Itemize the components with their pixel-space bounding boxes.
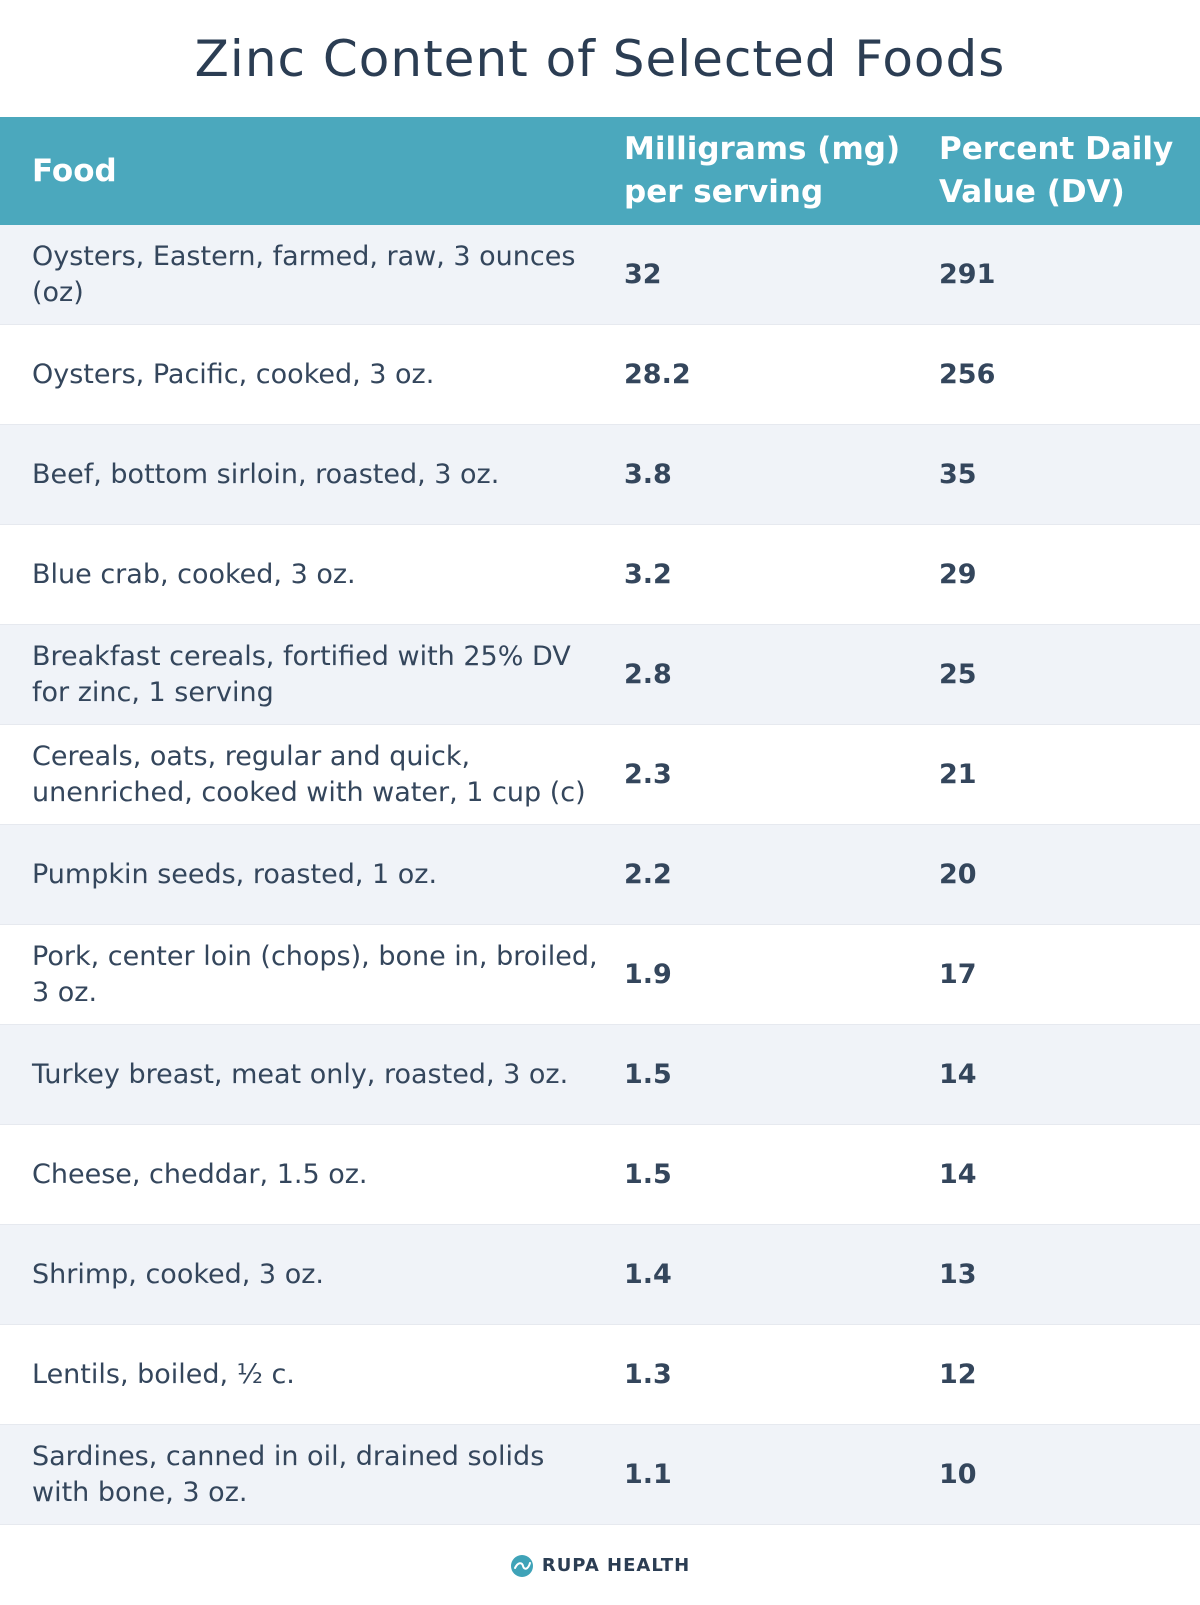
header-food: Food — [32, 152, 117, 189]
cell-dv: 17 — [939, 958, 977, 990]
cell-mg: 1.4 — [624, 1258, 672, 1290]
cell-mg: 1.1 — [624, 1458, 672, 1490]
cell-dv: 256 — [939, 358, 996, 390]
cell-food: Shrimp, cooked, 3 oz. — [32, 1258, 324, 1290]
header-mg: Milligrams (mg) per serving — [624, 131, 901, 210]
footer: RUPA HEALTH — [0, 1525, 1200, 1605]
cell-dv: 35 — [939, 458, 977, 490]
cell-food: Sardines, canned in oil, drained solids … — [32, 1440, 545, 1508]
table-row: Cereals, oats, regular and quick, unenri… — [0, 725, 1200, 825]
brand-name: RUPA HEALTH — [541, 1555, 691, 1576]
cell-mg: 3.2 — [624, 558, 672, 590]
table-row: Blue crab, cooked, 3 oz. 3.2 29 — [0, 525, 1200, 625]
cell-mg: 28.2 — [624, 358, 691, 390]
cell-mg: 3.8 — [624, 458, 672, 490]
table-row: Beef, bottom sirloin, roasted, 3 oz. 3.8 3… — [0, 425, 1200, 525]
cell-mg: 1.9 — [624, 958, 672, 990]
cell-dv: 25 — [939, 658, 977, 690]
table-row: Cheese, cheddar, 1.5 oz. 1.5 14 — [0, 1125, 1200, 1225]
cell-food: Cheese, cheddar, 1.5 oz. — [32, 1158, 368, 1190]
cell-dv: 10 — [939, 1458, 977, 1490]
cell-food: Oysters, Eastern, farmed, raw, 3 ounces … — [32, 240, 576, 308]
cell-dv: 29 — [939, 558, 977, 590]
cell-dv: 12 — [939, 1358, 977, 1390]
table-row: Turkey breast, meat only, roasted, 3 oz.… — [0, 1025, 1200, 1125]
cell-mg: 1.5 — [624, 1158, 672, 1190]
cell-dv: 14 — [939, 1058, 977, 1090]
header-dv: Percent Daily Value (DV) — [939, 131, 1174, 210]
table-row: Pork, center loin (chops), bone in, broi… — [0, 925, 1200, 1025]
cell-food: Lentils, boiled, ½ c. — [32, 1358, 295, 1390]
table-row: Sardines, canned in oil, drained solids … — [0, 1425, 1200, 1525]
cell-mg: 32 — [624, 258, 662, 290]
table-row: Lentils, boiled, ½ c. 1.3 12 — [0, 1325, 1200, 1425]
cell-dv: 14 — [939, 1158, 977, 1190]
table-row: Oysters, Pacific, cooked, 3 oz. 28.2 256 — [0, 325, 1200, 425]
cell-dv: 20 — [939, 858, 977, 890]
table-row: Pumpkin seeds, roasted, 1 oz. 2.2 20 — [0, 825, 1200, 925]
table-row: Breakfast cereals, fortified with 25% DV… — [0, 625, 1200, 725]
cell-food: Pork, center loin (chops), bone in, broi… — [32, 940, 598, 1008]
cell-food: Breakfast cereals, fortified with 25% DV… — [32, 640, 571, 708]
cell-dv: 21 — [939, 758, 977, 790]
cell-food: Blue crab, cooked, 3 oz. — [32, 558, 356, 590]
cell-food: Cereals, oats, regular and quick, unenri… — [32, 740, 586, 808]
table-header: Food Milligrams (mg) per serving Percent… — [0, 117, 1200, 225]
table-body: Oysters, Eastern, farmed, raw, 3 ounces … — [0, 225, 1200, 1525]
cell-food: Pumpkin seeds, roasted, 1 oz. — [32, 858, 438, 890]
cell-mg: 2.2 — [624, 858, 672, 890]
table-row: Shrimp, cooked, 3 oz. 1.4 13 — [0, 1225, 1200, 1325]
zinc-table: Food Milligrams (mg) per serving Percent… — [0, 117, 1200, 1525]
cell-mg: 2.8 — [624, 658, 672, 690]
cell-mg: 1.5 — [624, 1058, 672, 1090]
page-title: Zinc Content of Selected Foods — [194, 29, 1006, 88]
cell-mg: 1.3 — [624, 1358, 672, 1390]
cell-food: Beef, bottom sirloin, roasted, 3 oz. — [32, 458, 500, 490]
rupa-logo-icon — [510, 1554, 534, 1578]
cell-dv: 13 — [939, 1258, 977, 1290]
cell-food: Turkey breast, meat only, roasted, 3 oz. — [32, 1058, 569, 1090]
cell-mg: 2.3 — [624, 758, 672, 790]
cell-dv: 291 — [939, 258, 996, 290]
cell-food: Oysters, Pacific, cooked, 3 oz. — [32, 358, 435, 390]
table-row: Oysters, Eastern, farmed, raw, 3 ounces … — [0, 225, 1200, 325]
